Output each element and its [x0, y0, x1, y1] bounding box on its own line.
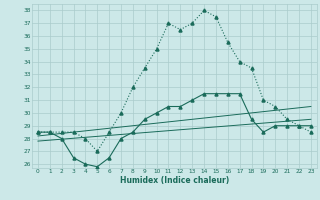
X-axis label: Humidex (Indice chaleur): Humidex (Indice chaleur) — [120, 176, 229, 185]
